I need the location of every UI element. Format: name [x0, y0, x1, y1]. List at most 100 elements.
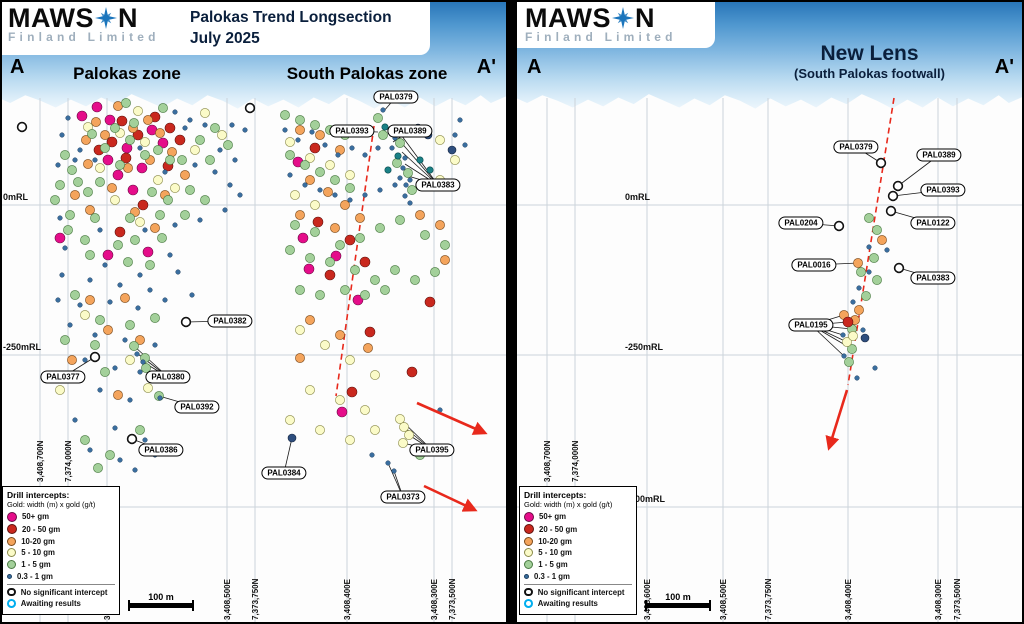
legend-label: 50+ gm	[539, 512, 567, 521]
figure-title-line1: Palokas Trend Longsection	[190, 9, 392, 26]
coordinate-label: 3,408,400E	[342, 579, 352, 620]
scale-bar: 100 m	[645, 592, 711, 611]
depth-label: -250mRL	[625, 342, 664, 352]
legend-label: 10-20 gm	[21, 536, 55, 546]
legend-label: 20 - 50 gm	[539, 524, 578, 534]
header-backdrop	[0, 0, 430, 55]
legend-label: 50+ gm	[22, 512, 50, 521]
legend-symbol-n-icon	[524, 587, 533, 597]
legend-symbol-o-icon	[524, 536, 534, 546]
figure-title: Palokas Trend Longsection July 2025	[190, 7, 392, 49]
depth-label: -500mRL	[627, 494, 666, 504]
section-plot	[0, 96, 506, 624]
legend-entry: Awaiting results	[7, 599, 115, 608]
legend-symbol-a-icon	[524, 599, 533, 608]
legend: Drill intercepts: Gold: width (m) x gold…	[2, 486, 120, 615]
legend-symbol-y-icon	[7, 548, 17, 558]
legend-symbol-b-icon	[524, 573, 529, 579]
section-marker-a-prime: A'	[476, 56, 496, 78]
legend-symbol-g-icon	[524, 559, 534, 570]
coordinate-label: 3,408,500E	[222, 579, 232, 620]
figure-title-line2: July 2025	[190, 30, 260, 47]
header-backdrop	[517, 0, 715, 48]
coordinate-label: 7,373,500N	[952, 578, 962, 620]
coordinate-label: 7,373,750N	[763, 578, 773, 620]
legend-entry: No significant intercept	[524, 588, 632, 597]
figure-title-line2: (South Palokas footwall)	[794, 66, 945, 81]
coordinate-label: 3,408,400E	[843, 579, 853, 620]
legend-label: 20 - 50 gm	[22, 524, 61, 534]
compass-icon	[95, 7, 117, 29]
scale-bar-label: 100 m	[148, 592, 174, 602]
mawson-logo-word: MAWS N	[8, 3, 138, 33]
legend-label: No significant intercept	[20, 587, 108, 597]
legend-entry: 10-20 gm	[7, 536, 115, 546]
legend-symbol-n-icon	[7, 587, 16, 597]
compass-icon	[612, 7, 634, 29]
figure-title-line1: New Lens	[820, 42, 919, 65]
coordinate-label: 3,408,700N	[35, 440, 45, 482]
legend-label: 10-20 gm	[538, 536, 572, 546]
scale-bar-line	[128, 600, 194, 611]
mawson-logo: MAWS N Finland Limited	[8, 3, 160, 44]
depth-label: -250mRL	[3, 342, 42, 352]
legend-label: 5 - 10 gm	[21, 548, 55, 558]
scale-bar: 100 m	[128, 592, 194, 611]
legend: Drill intercepts: Gold: width (m) x gold…	[519, 486, 637, 615]
scale-bar-line	[645, 600, 711, 611]
coordinate-label: 3,408,300E	[429, 579, 439, 620]
legend-symbol-m-icon	[7, 511, 17, 522]
legend-entry: 1 - 5 gm	[7, 559, 115, 570]
mawson-logo-word: MAWS N	[525, 3, 655, 33]
coordinate-label: 7,373,750N	[250, 578, 260, 620]
mawson-logo-subtitle: Finland Limited	[8, 30, 160, 44]
panel-new-lens-longsection: MAWS N Finland Limited New Lens (South Pa…	[517, 0, 1024, 624]
legend-symbol-m-icon	[524, 511, 534, 522]
legend-label: Awaiting results	[20, 599, 81, 609]
legend-symbol-a-icon	[7, 599, 16, 608]
legend-entry: 20 - 50 gm	[524, 524, 632, 534]
legend-symbol-g-icon	[7, 559, 17, 570]
legend-entry: 0.3 - 1 gm	[524, 572, 632, 581]
legend-entry: 10-20 gm	[524, 536, 632, 546]
coordinate-label: 3,408,500E	[718, 579, 728, 620]
legend-title: Drill intercepts:	[7, 490, 70, 500]
mawson-logo: MAWS N Finland Limited	[525, 3, 677, 44]
legend-symbol-r-icon	[524, 524, 534, 534]
legend-label: 0.3 - 1 gm	[534, 571, 570, 581]
legend-entries: 50+ gm 20 - 50 gm 10-20 gm 5 - 10 gm 1 - 5 g…	[524, 511, 632, 608]
legend-symbol-o-icon	[7, 536, 17, 546]
legend-label: 1 - 5 gm	[21, 559, 51, 569]
zone-label-south-palokas: South Palokas zone	[286, 64, 448, 83]
depth-label: 0mRL	[625, 192, 651, 202]
section-marker-a-prime: A'	[994, 56, 1014, 78]
legend-entry: 1 - 5 gm	[524, 559, 632, 570]
legend-symbol-r-icon	[7, 524, 17, 534]
legend-entry: 50+ gm	[524, 511, 632, 522]
coordinate-label: 3,408,700N	[542, 440, 552, 482]
zone-label-palokas: Palokas zone	[73, 64, 181, 83]
legend-entries: 50+ gm 20 - 50 gm 10-20 gm 5 - 10 gm 1 - 5 g…	[7, 511, 115, 608]
legend-entry: 5 - 10 gm	[524, 548, 632, 558]
figure-title: New Lens (South Palokas footwall)	[712, 42, 1024, 81]
coordinate-label: 7,373,500N	[447, 578, 457, 620]
legend-entry: Awaiting results	[524, 599, 632, 608]
legend-subtitle: Gold: width (m) x gold (g/t)	[524, 500, 613, 509]
legend-entry: 0.3 - 1 gm	[7, 572, 115, 581]
legend-label: No significant intercept	[537, 587, 625, 597]
mawson-logo-subtitle: Finland Limited	[525, 30, 677, 44]
legend-label: Awaiting results	[537, 599, 598, 609]
depth-label: 0mRL	[3, 192, 29, 202]
legend-symbol-b-icon	[7, 573, 12, 579]
coordinate-label: 3,408,300E	[933, 579, 943, 620]
legend-label: 5 - 10 gm	[538, 548, 572, 558]
coordinate-label: 7,374,000N	[63, 440, 73, 482]
legend-entry: No significant intercept	[7, 588, 115, 597]
legend-label: 1 - 5 gm	[538, 559, 568, 569]
section-marker-a: A	[527, 56, 542, 78]
section-marker-a: A	[10, 56, 25, 78]
scale-bar-label: 100 m	[665, 592, 691, 602]
legend-entry: 5 - 10 gm	[7, 548, 115, 558]
panel-divider	[506, 0, 517, 624]
